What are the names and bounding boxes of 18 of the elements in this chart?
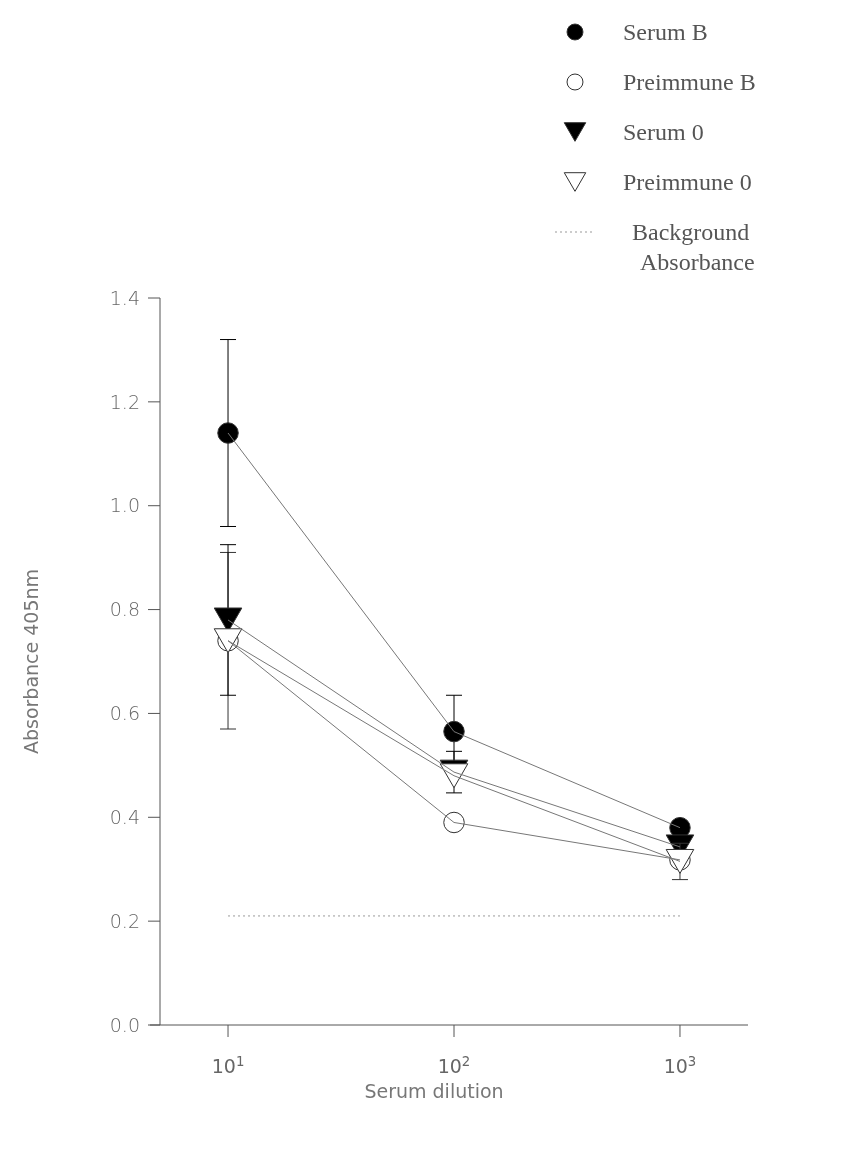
y-tick-label: 0.8	[109, 598, 140, 621]
x-tick-label: 10$^{2}$	[437, 1053, 471, 1077]
y-tick-label: 0.2	[109, 909, 140, 932]
x-tick-label: 10$^{3}$	[663, 1053, 697, 1077]
y-tick-label: 1.0	[109, 494, 140, 517]
y-tick-label: 1.4	[109, 286, 140, 309]
x-axis-title: Serum dilution	[364, 1080, 504, 1102]
y-tick-label: 0.0	[109, 1013, 140, 1036]
y-tick-label: 0.6	[109, 702, 140, 725]
legend-label: Preimmune B	[623, 69, 756, 96]
legend-label: Serum B	[623, 19, 708, 46]
y-tick-label: 1.2	[109, 390, 140, 413]
legend-label: Preimmune 0	[623, 169, 752, 196]
y-tick-label: 0.4	[109, 805, 140, 828]
legend-label: Serum 0	[623, 119, 704, 146]
legend-label: Background Absorbance	[632, 219, 755, 276]
x-tick-label: 10$^{1}$	[211, 1053, 245, 1077]
y-axis-title: Absorbance 405nm	[20, 568, 42, 755]
